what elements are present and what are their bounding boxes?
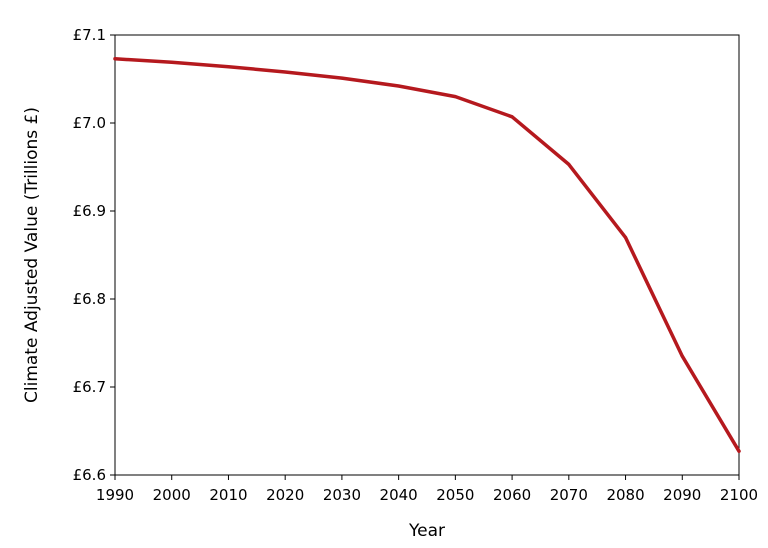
data-point — [283, 70, 287, 74]
x-tick-label: 2070 — [550, 486, 588, 504]
x-tick-label: 2080 — [606, 486, 644, 504]
data-point — [680, 354, 684, 358]
data-point — [624, 235, 628, 239]
x-axis-title: Year — [408, 521, 445, 541]
x-tick-label: 2030 — [323, 486, 361, 504]
data-point — [510, 115, 514, 119]
data-point — [226, 65, 230, 69]
series-line — [113, 57, 741, 453]
data-point — [397, 84, 401, 88]
data-point — [567, 162, 571, 166]
y-axis-title: Climate Adjusted Value (Trillions £) — [22, 107, 42, 403]
x-tick-label: 2000 — [153, 486, 191, 504]
x-tick-label: 2010 — [209, 486, 247, 504]
x-tick-label: 2100 — [720, 486, 758, 504]
data-point — [737, 449, 741, 453]
y-tick-label: £7.1 — [73, 26, 106, 44]
x-tick-label: 1990 — [96, 486, 134, 504]
data-point — [453, 95, 457, 99]
x-tick-label: 2050 — [436, 486, 474, 504]
x-tick-label: 2090 — [663, 486, 701, 504]
x-tick-label: 2040 — [380, 486, 418, 504]
y-tick-label: £6.9 — [73, 202, 106, 220]
plot-area-frame — [114, 34, 740, 476]
data-point — [340, 76, 344, 80]
data-point — [170, 60, 174, 64]
x-tick-label: 2020 — [266, 486, 304, 504]
y-tick-label: £6.8 — [73, 290, 106, 308]
y-tick-label: £6.6 — [73, 466, 106, 484]
series-layer — [113, 57, 741, 453]
y-tick-label: £7.0 — [73, 114, 106, 132]
y-axis: £6.6 £6.7 £6.8 £6.9 £7.0 £7.1 — [73, 26, 115, 484]
data-point — [113, 57, 117, 61]
y-tick-label: £6.7 — [73, 378, 106, 396]
x-axis: 1990 2000 2010 2020 2030 2040 2050 2060 2070 2080… — [96, 475, 758, 504]
x-tick-label: 2060 — [493, 486, 531, 504]
